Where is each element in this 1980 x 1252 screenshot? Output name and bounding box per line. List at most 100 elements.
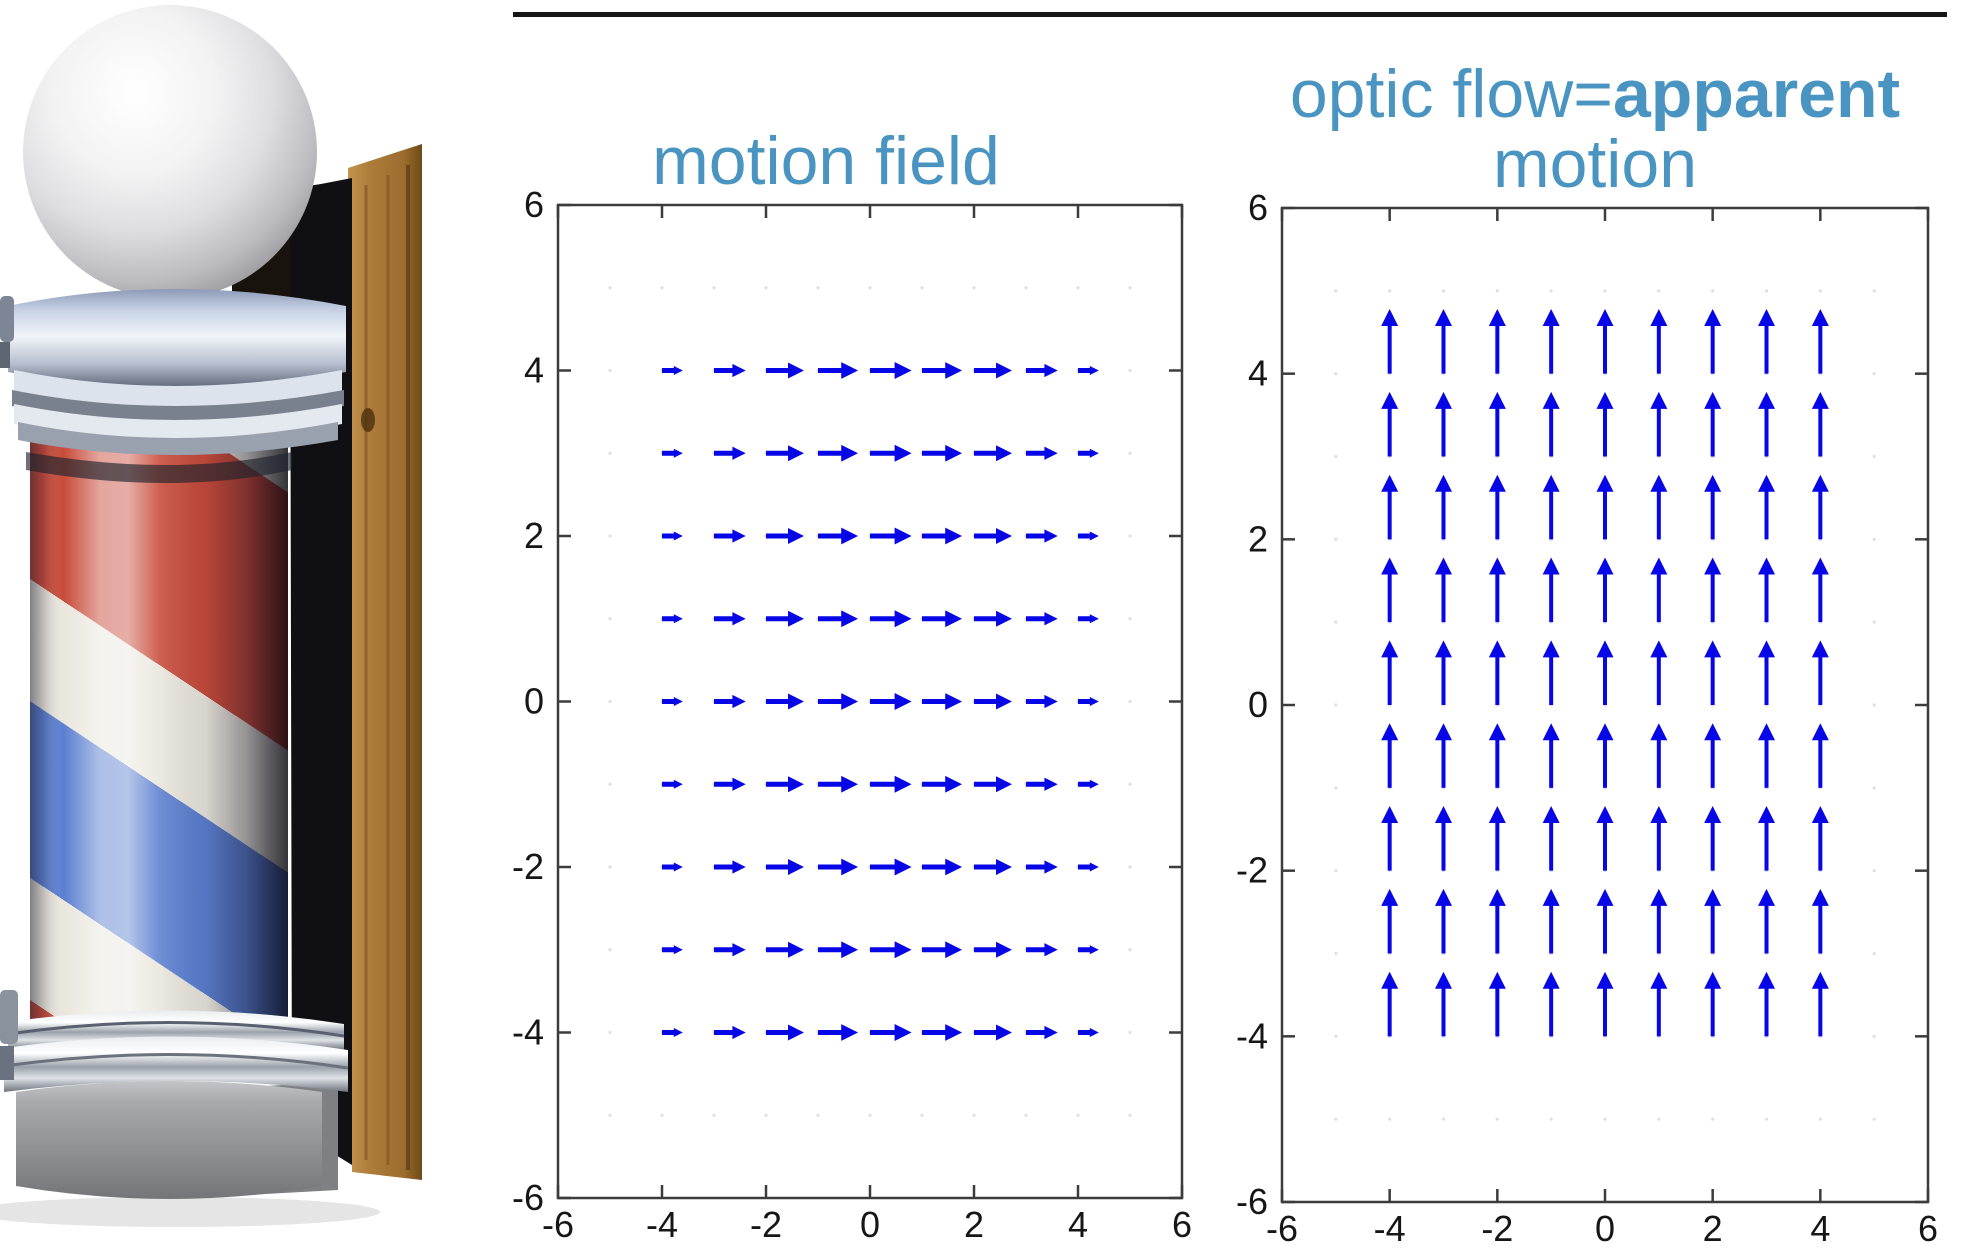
grid-dot [1495,289,1499,293]
quiver-arrow-head [1381,971,1399,989]
grid-dot [1334,1117,1338,1121]
quiver-arrow-head [1758,391,1775,409]
quiver-arrow-head [1044,777,1058,791]
quiver-arrow-head [894,693,912,710]
quiver-arrow-head [945,941,963,959]
quiver-arrow-head [1089,448,1099,458]
quiver-arrow-head [996,693,1012,710]
quiver-arrow-head [673,366,683,375]
quiver-arrow-head [1758,806,1775,824]
optic-flow-title-bold: apparent [1612,56,1901,132]
quiver-arrow-head [1488,723,1506,741]
y-tick-label: -6 [1236,1181,1268,1222]
quiver-arrow-head [1596,474,1614,492]
quiver-arrow-head [996,362,1012,379]
grid-dot [1334,372,1338,376]
quiver-arrow-head [1435,391,1452,409]
grid-dot [1872,951,1876,956]
y-tick-label: 0 [1248,684,1268,725]
grid-dot [868,286,872,290]
quiver-arrow-head [1488,474,1506,492]
quiver-arrow-head [732,860,746,874]
grid-dot [764,1113,768,1117]
chrome-ball [23,5,317,299]
quiver-arrow-head [673,1028,683,1037]
grid-dot [608,948,612,952]
quiver-arrow-head [945,1024,963,1041]
quiver-arrow-head [1596,971,1614,989]
quiver-arrow-head [996,610,1012,627]
quiver-arrow-head [1488,971,1506,989]
y-tick-label: -6 [512,1177,544,1218]
quiver-arrow-head [841,858,859,876]
quiver-arrow-head [788,776,804,793]
quiver-arrow-head [1811,723,1829,741]
quiver-arrow-head [894,362,912,379]
quiver-arrow-head [894,858,912,876]
grid-dot [1388,289,1392,293]
grid-dot [608,865,612,869]
optic-flow-plot: -6 -4 -2 0 2 4 6 6 4 2 0 -2 -4 -6 [1236,187,1938,1249]
grid-dot [660,1113,664,1117]
quiver-arrow-head [996,859,1012,875]
y-tick-label: -2 [1236,850,1268,891]
grid-dot [1128,782,1132,786]
grid-dot [1334,703,1338,707]
grid-dot [816,1113,820,1117]
grid-dot [1334,537,1338,541]
grid-dot [1711,1117,1715,1121]
barber-pole-image [0,5,422,1227]
quiver-arrow-head [673,531,683,541]
grid-dot [1818,289,1822,293]
quiver-arrow-head [841,444,859,462]
quiver-arrow-head [1542,723,1560,741]
quiver-arrow-head [1650,309,1668,327]
grid-dot [1872,454,1876,459]
grid-dot [1334,1034,1338,1038]
grid-dot [868,1113,872,1117]
x-tick-label: -6 [1266,1208,1298,1249]
quiver-arrow-head [1044,1025,1058,1040]
grid-dot [608,1030,612,1035]
quiver-arrow-head [1435,557,1452,575]
grid-dot [608,1113,612,1117]
base-drum [16,1081,338,1199]
quiver-arrow-head [1758,640,1775,658]
quiver-arrow-head [1542,888,1560,906]
grid-dot [608,368,612,373]
striped-cylinder [26,430,292,1030]
quiver-arrow-head [1596,557,1614,575]
quiver-arrow-head [1811,806,1829,824]
quiver-arrow-head [788,610,804,627]
quiver-arrow-head [894,444,912,462]
x-tick-label: 6 [1172,1204,1192,1245]
grid-dot [1334,869,1338,873]
grid-dot [1128,286,1132,290]
quiver-arrow-head [945,527,963,545]
quiver-arrow-head [996,1024,1012,1041]
quiver-arrow-head [1542,309,1560,327]
quiver-arrow-head [841,1024,859,1041]
quiver-arrow-head [1044,943,1058,957]
top-rule [513,12,1947,17]
quiver-arrow-head [1650,888,1668,906]
quiver-arrow-head [1758,723,1775,741]
grid-dot [1872,537,1876,541]
quiver-arrow-head [788,693,804,710]
grid-dot [1441,289,1446,293]
quiver-arrow-head [894,775,912,793]
grid-dot [1128,1113,1132,1117]
quiver-arrow-head [673,697,683,706]
grid-dot [1334,620,1338,624]
quiver-arrow-head [1650,723,1668,741]
quiver-arrow-head [1811,640,1829,658]
quiver-arrow-head [1811,971,1829,989]
grid-dot [608,699,612,704]
base-rings [3,1010,349,1092]
grid-dot [1764,1117,1769,1121]
grid-dot [608,451,612,455]
quiver-arrow-head [1596,888,1614,906]
grid-dot [1872,1117,1876,1121]
quiver-arrow-head [1435,474,1452,492]
